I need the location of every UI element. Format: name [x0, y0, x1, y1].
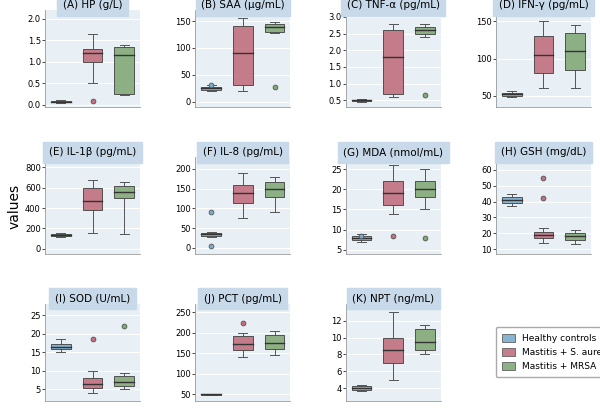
- Bar: [565, 233, 585, 240]
- Bar: [502, 197, 521, 203]
- Title: (K) NPT (ng/mL): (K) NPT (ng/mL): [352, 294, 434, 304]
- Legend: Healthy controls, Mastitis + S. aureus, Mastitis + MRSA: Healthy controls, Mastitis + S. aureus, …: [496, 328, 600, 377]
- Title: (E) IL-1β (pg/mL): (E) IL-1β (pg/mL): [49, 147, 136, 157]
- Bar: [352, 100, 371, 101]
- Bar: [533, 36, 553, 74]
- Bar: [51, 235, 71, 237]
- Bar: [502, 93, 521, 96]
- Bar: [115, 185, 134, 198]
- Bar: [352, 236, 371, 240]
- Bar: [233, 336, 253, 350]
- Bar: [383, 30, 403, 94]
- Bar: [83, 378, 103, 388]
- Bar: [265, 182, 284, 197]
- Bar: [201, 233, 221, 236]
- Bar: [201, 394, 221, 395]
- Title: (H) GSH (mg/dL): (H) GSH (mg/dL): [501, 147, 586, 157]
- Bar: [415, 27, 435, 33]
- Bar: [51, 344, 71, 349]
- Bar: [233, 185, 253, 202]
- Bar: [383, 337, 403, 363]
- Bar: [565, 33, 585, 70]
- Bar: [83, 188, 103, 210]
- Title: (D) IFN-γ (pg/mL): (D) IFN-γ (pg/mL): [499, 0, 589, 10]
- Text: values: values: [7, 184, 21, 229]
- Bar: [233, 26, 253, 85]
- Bar: [115, 47, 134, 94]
- Bar: [352, 386, 371, 390]
- Title: (F) IL-8 (pg/mL): (F) IL-8 (pg/mL): [203, 147, 283, 157]
- Bar: [415, 181, 435, 197]
- Bar: [51, 101, 71, 102]
- Title: (G) MDA (nmol/mL): (G) MDA (nmol/mL): [343, 147, 443, 157]
- Title: (A) HP (g/L): (A) HP (g/L): [63, 0, 122, 10]
- Title: (J) PCT (pg/mL): (J) PCT (pg/mL): [204, 294, 282, 304]
- Title: (C) TNF-α (pg/mL): (C) TNF-α (pg/mL): [347, 0, 440, 10]
- Bar: [265, 335, 284, 349]
- Title: (B) SAA (μg/mL): (B) SAA (μg/mL): [201, 0, 284, 10]
- Bar: [201, 87, 221, 90]
- Bar: [265, 24, 284, 32]
- Title: (I) SOD (U/mL): (I) SOD (U/mL): [55, 294, 130, 304]
- Bar: [415, 329, 435, 350]
- Bar: [115, 377, 134, 386]
- Bar: [533, 232, 553, 238]
- Bar: [383, 181, 403, 205]
- Bar: [83, 49, 103, 62]
